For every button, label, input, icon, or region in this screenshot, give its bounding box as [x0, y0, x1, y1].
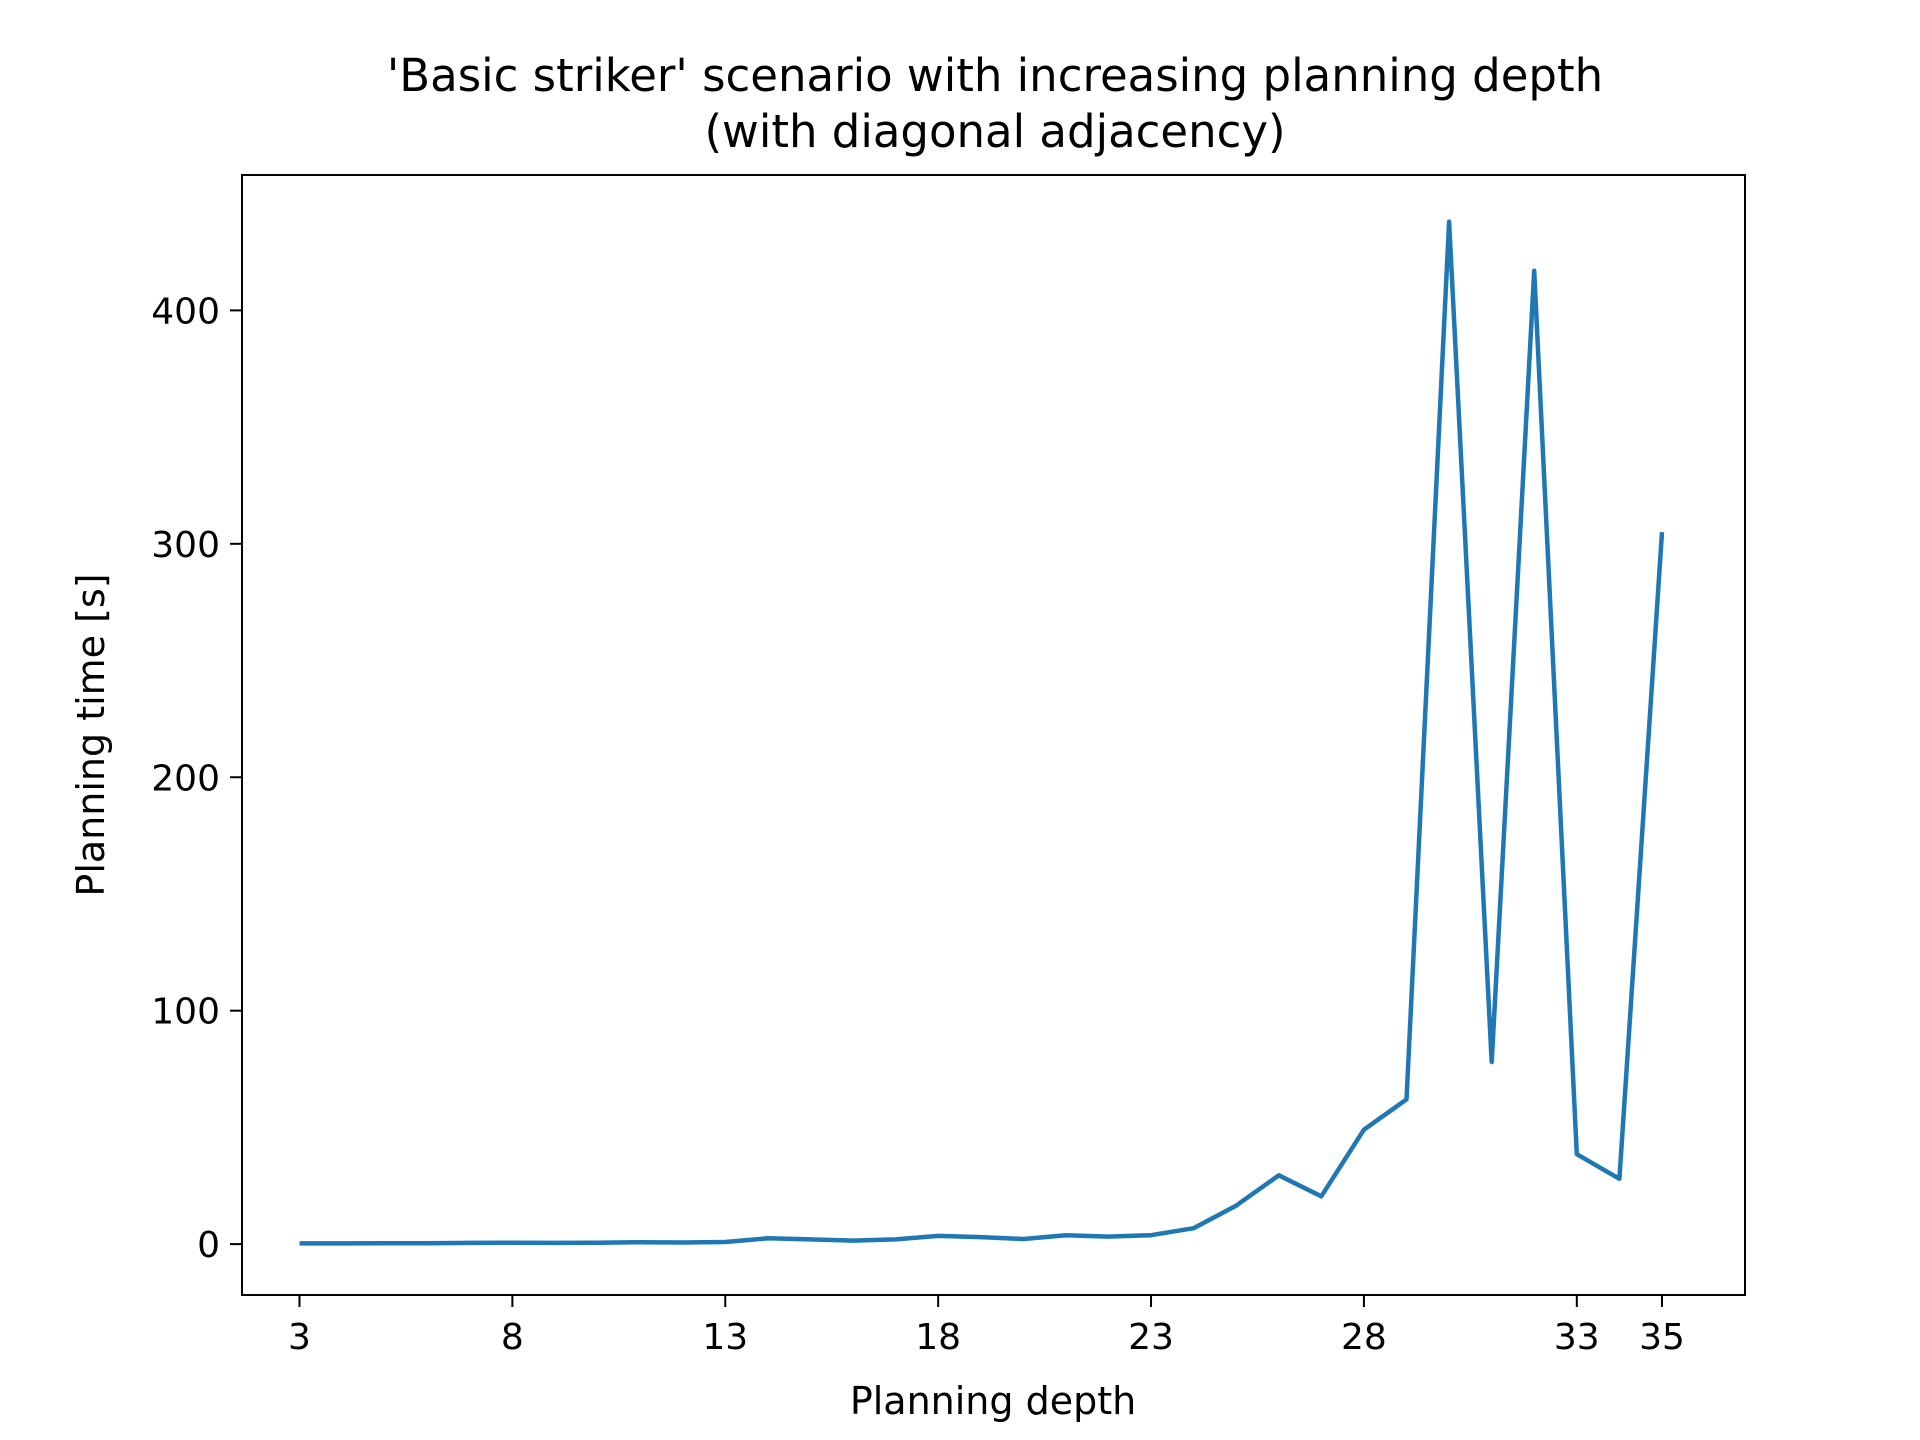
- x-tick-label: 35: [1639, 1317, 1685, 1358]
- chart-title-line-1: 'Basic striker' scenario with increasing…: [387, 49, 1603, 102]
- x-tick-label: 33: [1554, 1317, 1600, 1358]
- plot-frame: [241, 174, 1746, 1296]
- y-tick-label: 400: [151, 291, 220, 332]
- x-tick-label: 3: [288, 1317, 311, 1358]
- y-tick-label: 0: [197, 1225, 220, 1266]
- y-tick-label: 200: [151, 758, 220, 799]
- chart-title-line-2: (with diagonal adjacency): [704, 105, 1285, 158]
- plot-marks: [299, 219, 1665, 1246]
- x-tick-label: 13: [702, 1317, 748, 1358]
- y-axis-ticks: 0 100 200 300 400: [151, 291, 242, 1266]
- x-axis-label: Planning depth: [850, 1379, 1136, 1423]
- series-line-0: [299, 219, 1665, 1246]
- x-axis-ticks: 3 8 13 18 23 28 33 35: [288, 1295, 1685, 1358]
- y-tick-label: 300: [151, 525, 220, 566]
- y-axis-label: Planning time [s]: [69, 573, 113, 896]
- x-tick-label: 18: [915, 1317, 961, 1358]
- y-tick-label: 100: [151, 992, 220, 1033]
- x-tick-label: 23: [1128, 1317, 1174, 1358]
- x-tick-label: 28: [1341, 1317, 1387, 1358]
- x-tick-label: 8: [501, 1317, 524, 1358]
